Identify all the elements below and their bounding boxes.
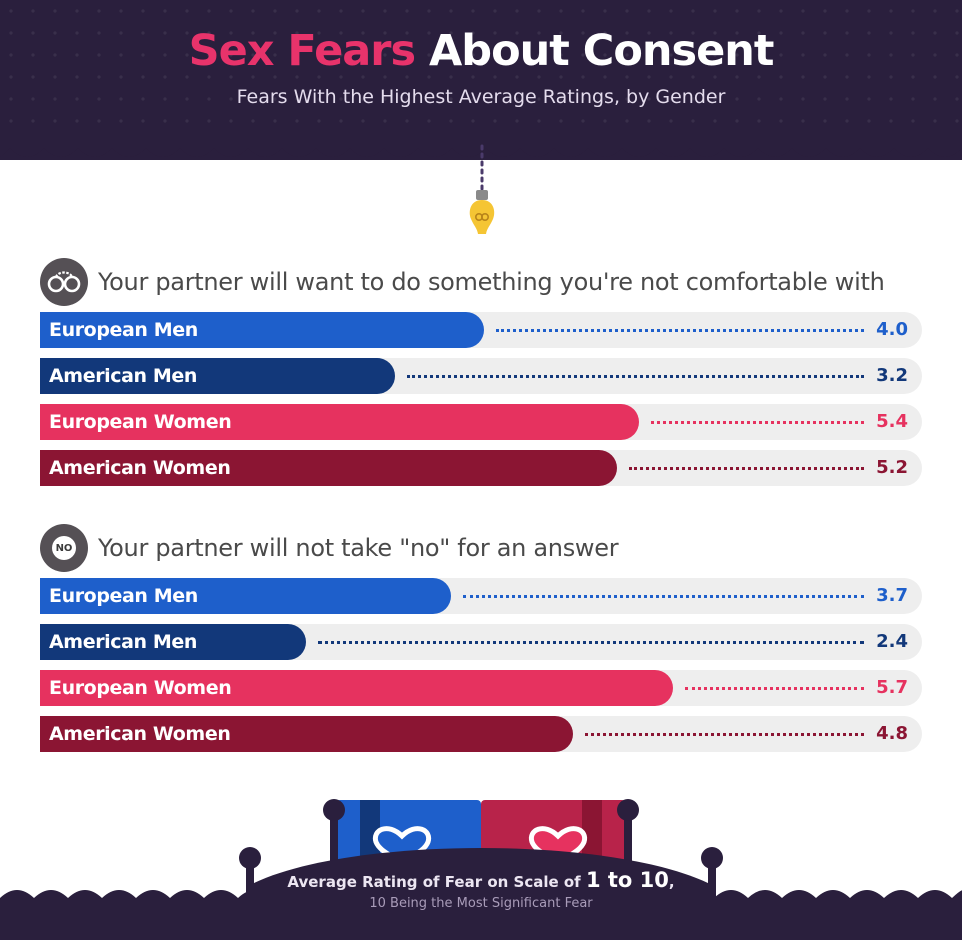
bar-leader-dots <box>684 687 864 690</box>
handcuffs-icon <box>40 258 88 306</box>
question-1: Your partner will want to do something y… <box>40 258 885 306</box>
bar-row: American Men 2.4 <box>40 624 922 660</box>
bar-fill <box>40 578 451 614</box>
bar-label: American Men <box>49 631 198 653</box>
bar-value: 4.8 <box>876 723 908 744</box>
bar-value: 5.2 <box>876 457 908 478</box>
bar-leader-dots <box>584 733 864 736</box>
bed-illustration <box>239 799 723 940</box>
bar-label: European Women <box>49 677 232 699</box>
bar-row: European Men 3.7 <box>40 578 922 614</box>
bar-fill <box>40 624 307 660</box>
lightbulb-icon <box>469 144 495 234</box>
bar-row: European Men 4.0 <box>40 312 922 348</box>
bar-fill <box>40 716 573 752</box>
page-title: Sex Fears About Consent <box>0 26 962 76</box>
title-accent: Sex Fears <box>188 26 416 76</box>
question-2: NO Your partner will not take "no" for a… <box>40 524 619 572</box>
question-1-text: Your partner will want to do something y… <box>98 268 885 296</box>
bar-leader-dots <box>462 595 864 598</box>
bar-value: 2.4 <box>876 631 908 652</box>
bar-row: American Women 4.8 <box>40 716 922 752</box>
footer-caption-pre: Average Rating of Fear on Scale of <box>287 873 581 891</box>
bar-fill <box>40 404 640 440</box>
bar-value: 4.0 <box>876 319 908 340</box>
bar-label: European Men <box>49 585 198 607</box>
bar-label: American Men <box>49 365 198 387</box>
bar-label: American Women <box>49 723 231 745</box>
bar-fill <box>40 450 618 486</box>
no-icon: NO <box>40 524 88 572</box>
page-subtitle: Fears With the Highest Average Ratings, … <box>236 86 726 108</box>
bar-label: European Men <box>49 319 198 341</box>
bar-row: American Men 3.2 <box>40 358 922 394</box>
bar-leader-dots <box>496 329 864 332</box>
title-rest: About Consent <box>429 26 774 76</box>
question-2-text: Your partner will not take "no" for an a… <box>98 534 619 562</box>
bar-fill <box>40 358 396 394</box>
footer-caption: Average Rating of Fear on Scale of 1 to … <box>250 868 712 892</box>
footer-caption-post: , <box>668 873 675 891</box>
footer-note: 10 Being the Most Significant Fear <box>369 896 593 911</box>
bar-value: 5.7 <box>876 677 908 698</box>
bar-row: European Women 5.4 <box>40 404 922 440</box>
bar-value: 3.7 <box>876 585 908 606</box>
bar-leader-dots <box>629 467 864 470</box>
bar-fill <box>40 670 673 706</box>
bar-label: American Women <box>49 457 231 479</box>
bar-fill <box>40 312 484 348</box>
bar-value: 5.4 <box>876 411 908 432</box>
header-banner <box>0 0 962 160</box>
bar-leader-dots <box>651 421 864 424</box>
bar-leader-dots <box>407 375 864 378</box>
bar-row: American Women 5.2 <box>40 450 922 486</box>
bar-leader-dots <box>318 641 864 644</box>
bar-label: European Women <box>49 411 232 433</box>
bar-row: European Women 5.7 <box>40 670 922 706</box>
no-badge: NO <box>52 536 76 560</box>
footer-caption-big: 1 to 10 <box>585 868 669 892</box>
bar-value: 3.2 <box>876 365 908 386</box>
